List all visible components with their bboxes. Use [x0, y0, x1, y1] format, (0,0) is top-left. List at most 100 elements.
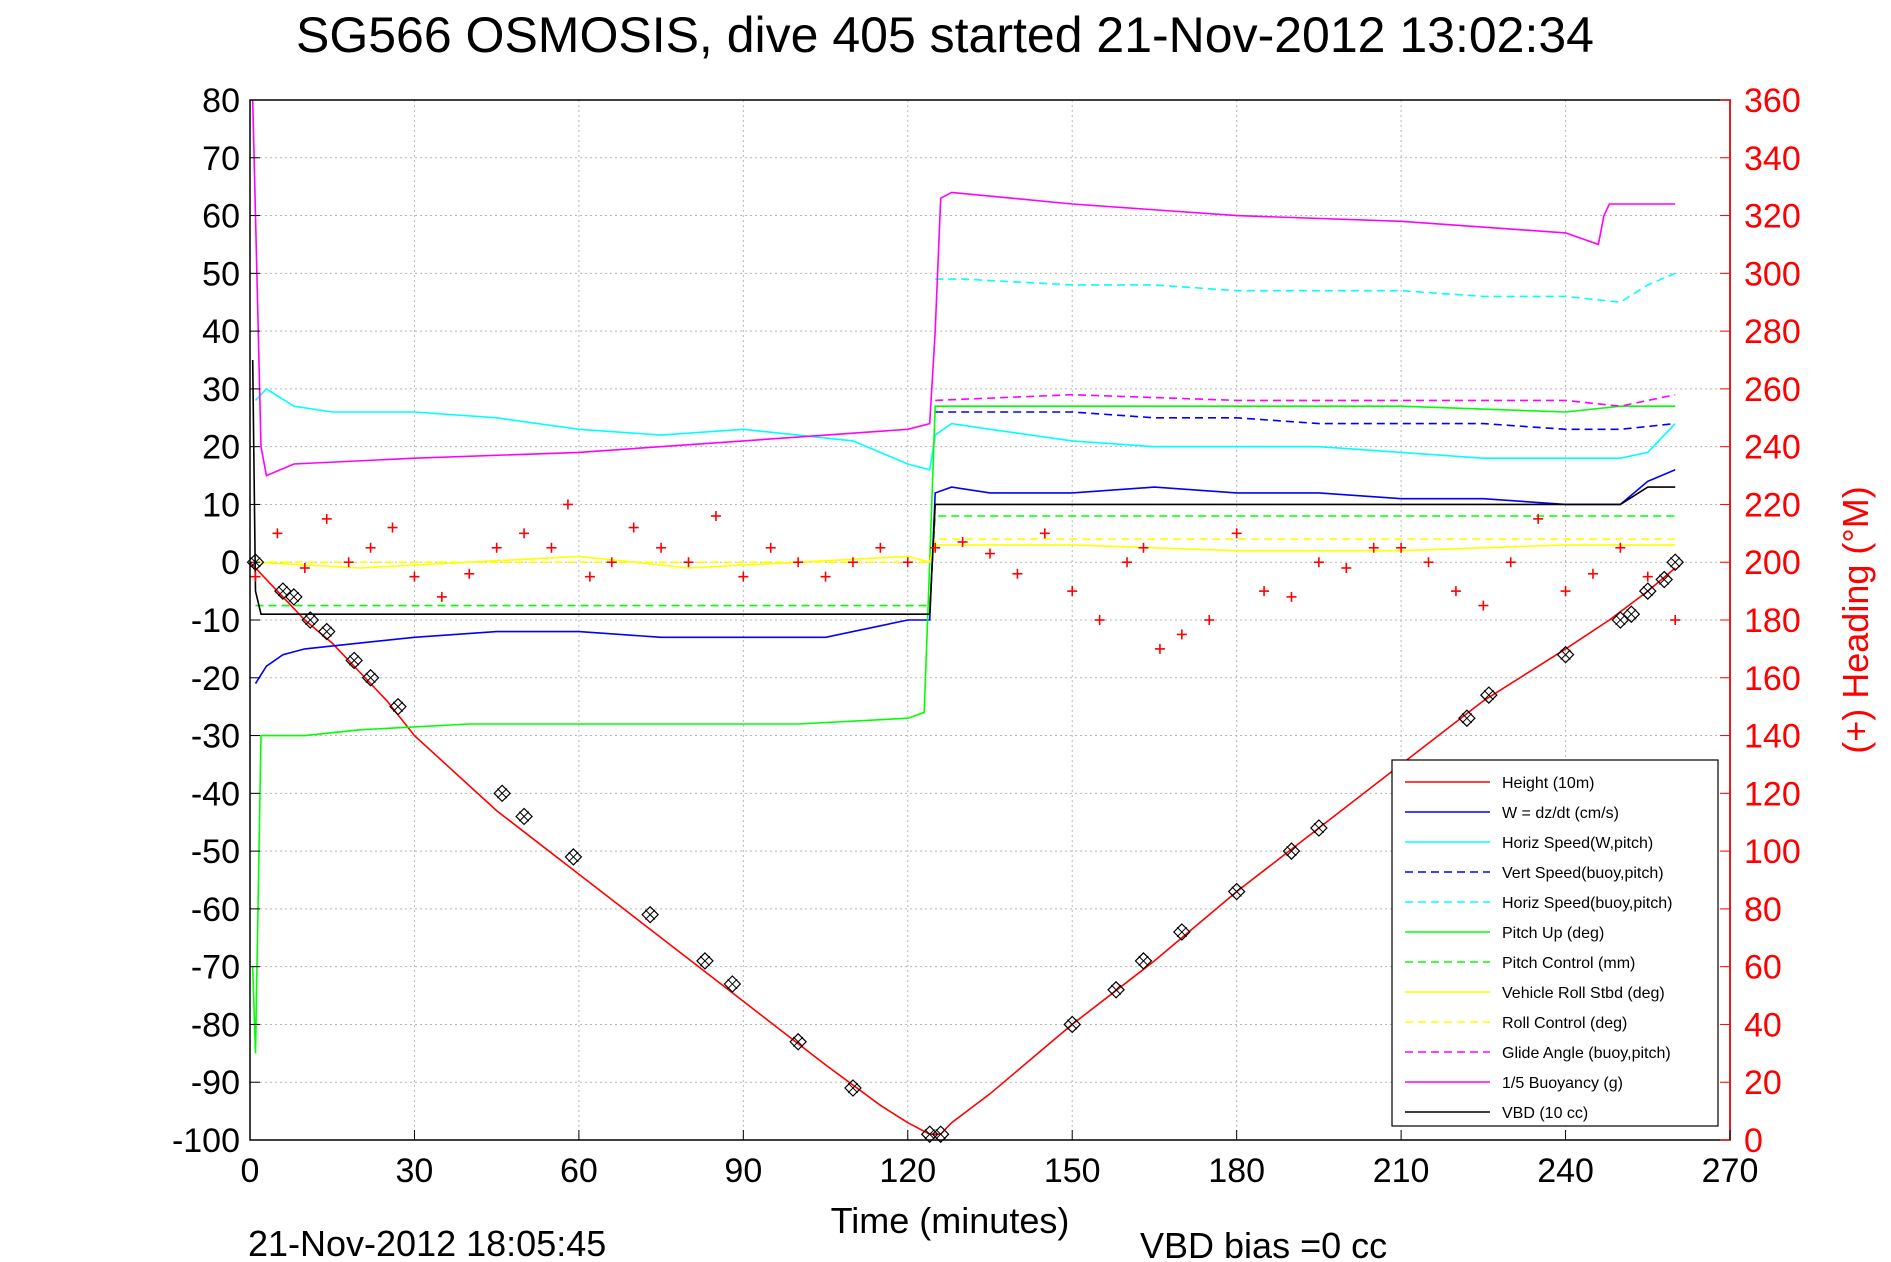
heading-point: [1231, 528, 1242, 539]
series-line-12: [251, 359, 1676, 616]
height-marker-x2: [1110, 984, 1122, 995]
height-marker-diamond: [723, 975, 742, 993]
heading-point: [387, 522, 398, 533]
tick-layer: 0 30 60 90 120 150 180 210 240 270 80 70 60 50 40 30 20 1…: [172, 82, 1801, 1190]
legend-label-8: Vehicle Roll Stbd (deg): [1502, 985, 1665, 1002]
height-marker-x2: [1461, 713, 1473, 724]
y-right-tick-label: 40: [1744, 1006, 1782, 1044]
height-marker-diamond: [1310, 819, 1328, 837]
legend-label-12: VBD (10 cc): [1502, 1105, 1588, 1122]
height-marker: [1310, 819, 1328, 837]
height-marker-x2: [1483, 689, 1494, 701]
x-tick-label: 30: [396, 1152, 434, 1190]
height-marker-x2: [518, 811, 530, 822]
height-marker: [641, 905, 659, 924]
x-tick-label: 210: [1373, 1152, 1430, 1190]
legend-label-10: Glide Angle (buoy,pitch): [1502, 1045, 1671, 1062]
height-marker: [1556, 645, 1575, 664]
height-marker: [931, 1125, 950, 1144]
heading-point: [1368, 542, 1379, 553]
heading-point: [1259, 586, 1270, 597]
marker-layer: [246, 499, 1685, 1144]
height-marker-diamond: [389, 697, 407, 716]
height-marker: [1227, 882, 1246, 901]
series-line-7: [255, 515, 1676, 607]
height-marker-diamond: [1479, 686, 1498, 704]
heading-point: [820, 571, 831, 582]
height-marker-x2: [924, 1129, 935, 1140]
heading-point: [683, 557, 694, 568]
height-marker-diamond: [1282, 842, 1301, 860]
heading-point: [847, 557, 858, 568]
height-marker-x2: [496, 788, 508, 799]
y-left-tick-label: 80: [202, 82, 240, 120]
x-tick-label: 90: [724, 1152, 762, 1190]
legend-label-9: Roll Control (deg): [1502, 1015, 1627, 1032]
series-line-2: [254, 469, 1676, 685]
series-line-11: [251, 99, 1676, 477]
height-marker-x2: [568, 851, 579, 863]
x-tick-label: 240: [1537, 1152, 1594, 1190]
heading-point: [321, 513, 332, 524]
heading-point: [1154, 643, 1165, 654]
height-marker: [1458, 709, 1476, 728]
heading-point: [272, 528, 283, 539]
heading-point: [1341, 563, 1352, 573]
height-marker-x2: [1231, 886, 1242, 897]
y-left-tick-label: 30: [202, 371, 240, 409]
height-marker-x2: [935, 1129, 946, 1140]
height-marker-x2: [727, 978, 738, 990]
legend-label-3: Horiz Speed(W,pitch): [1502, 835, 1653, 852]
height-marker: [274, 582, 292, 600]
height-marker: [285, 588, 303, 606]
height-marker: [361, 668, 380, 687]
height-marker-diamond: [844, 1079, 862, 1097]
series-line-8: [255, 544, 1676, 569]
legend-label-2: W = dz/dt (cm/s): [1502, 805, 1619, 822]
y-left-tick-label: -80: [191, 1006, 240, 1044]
heading-point: [343, 557, 354, 568]
height-marker-diamond: [274, 582, 292, 600]
series-line-9: [255, 538, 1676, 564]
height-marker: [696, 952, 714, 970]
y-left-tick-label: 50: [202, 255, 240, 293]
height-marker-diamond: [1063, 1015, 1082, 1034]
series-line-3: [254, 387, 1676, 471]
heading-point: [902, 557, 913, 568]
legend-label-1: Height (10m): [1502, 775, 1594, 792]
height-marker-diamond: [1622, 605, 1641, 624]
right-axis-label: (+) Heading (°M): [1835, 486, 1876, 753]
y-left-tick-label: 40: [202, 313, 240, 351]
heading-point: [1450, 586, 1461, 597]
height-marker-x2: [1642, 585, 1653, 597]
y-left-tick-label: 20: [202, 429, 240, 467]
height-marker-x2: [1626, 609, 1637, 620]
heading-point: [985, 548, 995, 559]
height-marker-x2: [365, 672, 376, 683]
footer-timestamp: 21-Nov-2012 18:05:45: [248, 1223, 606, 1262]
height-marker-diamond: [931, 1125, 950, 1144]
height-marker-diamond: [1134, 952, 1153, 970]
height-marker: [301, 611, 320, 629]
heading-point: [409, 571, 420, 582]
legend-label-11: 1/5 Buoyancy (g): [1502, 1075, 1623, 1092]
y-right-tick-label: 60: [1744, 949, 1782, 987]
height-marker-diamond: [696, 952, 714, 970]
y-right-tick-label: 100: [1744, 833, 1801, 871]
heading-point: [436, 591, 447, 602]
y-left-tick-label: -30: [191, 718, 240, 756]
height-marker: [493, 784, 511, 803]
heading-point: [1138, 542, 1149, 553]
height-marker-diamond: [1107, 980, 1125, 999]
height-marker-diamond: [1173, 923, 1191, 941]
height-marker-x2: [1067, 1019, 1078, 1030]
y-right-tick-label: 200: [1744, 544, 1801, 582]
y-right-tick-label: 280: [1744, 313, 1801, 351]
x-axis-label: Time (minutes): [831, 1200, 1070, 1241]
height-marker-diamond: [789, 1032, 807, 1051]
heading-point: [1122, 557, 1133, 568]
height-marker-x2: [1176, 926, 1188, 938]
x-tick-label: 150: [1044, 1152, 1101, 1190]
height-marker-x2: [1670, 557, 1681, 568]
legend-label-5: Horiz Speed(buoy,pitch): [1502, 895, 1672, 912]
